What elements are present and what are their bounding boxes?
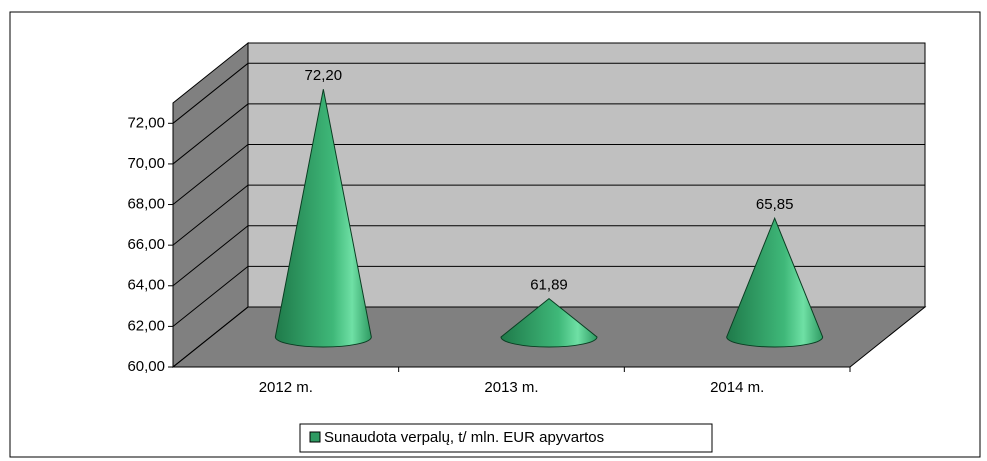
grid-line	[172, 225, 249, 287]
y-tick-label: 66,00	[127, 236, 165, 253]
grid-line	[172, 265, 249, 327]
value-label: 61,89	[530, 277, 568, 294]
cone	[500, 297, 598, 348]
y-tick-label: 68,00	[127, 196, 165, 213]
y-tick-label: 72,00	[127, 114, 165, 131]
value-label: 72,20	[305, 67, 343, 84]
y-tick-label: 60,00	[127, 358, 165, 375]
cone	[274, 89, 372, 348]
grid-line	[172, 306, 249, 368]
grid-line	[172, 144, 249, 205]
y-tick-label: 64,00	[127, 277, 165, 294]
grid-line	[172, 103, 249, 165]
legend-label: Sunaudota verpalų, t/ mln. EUR apyvartos	[324, 429, 604, 446]
grid-line	[172, 62, 249, 124]
x-tick-label: 2012 m.	[259, 379, 313, 396]
value-label: 65,85	[756, 196, 794, 213]
grid-line	[172, 184, 249, 246]
legend-swatch	[309, 431, 321, 443]
y-tick-label: 70,00	[127, 155, 165, 172]
x-tick-label: 2013 m.	[484, 379, 538, 396]
legend-box	[299, 423, 713, 453]
y-tick-label: 62,00	[127, 317, 165, 334]
cone	[726, 216, 824, 348]
x-tick-label: 2014 m.	[710, 379, 764, 396]
